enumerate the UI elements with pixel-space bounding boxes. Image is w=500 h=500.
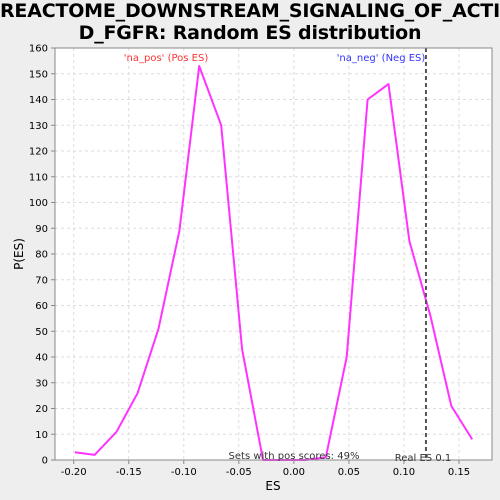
x-tick-label: 0.05 (338, 467, 360, 478)
chart-title: REACTOME_DOWNSTREAM_SIGNALING_OF_ACTIVAT… (0, 0, 500, 44)
x-tick-label: -0.20 (61, 467, 87, 478)
y-tick-label: 60 (35, 301, 48, 312)
y-tick-label: 10 (35, 430, 48, 441)
y-tick-label: 90 (35, 224, 48, 235)
y-tick-label: 110 (29, 172, 48, 183)
y-tick-label: 80 (35, 250, 48, 261)
x-tick-label: 0.00 (283, 467, 305, 478)
y-tick-label: 130 (29, 121, 48, 132)
y-tick-label: 50 (35, 327, 48, 338)
sets-pos-scores-label: Sets with pos scores: 49% (229, 451, 360, 462)
x-axis-label: ES (265, 479, 280, 493)
real-es-label: Real ES 0.1 (395, 453, 451, 464)
x-tick-label: -0.10 (171, 467, 197, 478)
x-axis-ticks: -0.20 -0.15 -0.10 -0.05 0.00 0.05 0.10 0.15 (61, 460, 470, 478)
y-tick-label: 0 (42, 456, 48, 467)
x-tick-label: -0.05 (226, 467, 252, 478)
y-tick-label: 30 (35, 378, 48, 389)
y-tick-label: 40 (35, 353, 48, 364)
y-tick-label: 160 (29, 44, 48, 55)
y-tick-label: 70 (35, 275, 48, 286)
y-tick-label: 120 (29, 147, 48, 158)
plot-frame (54, 47, 493, 461)
x-tick-label: -0.15 (116, 467, 142, 478)
neg-es-label: 'na_neg' (Neg ES) (337, 53, 426, 64)
x-tick-label: 0.10 (393, 467, 415, 478)
x-tick-label: 0.15 (448, 467, 470, 478)
chart-title-line-1: REACTOME_DOWNSTREAM_SIGNALING_OF_ACTIVAT… (0, 0, 500, 22)
y-tick-label: 150 (29, 69, 48, 80)
y-tick-label: 100 (29, 198, 48, 209)
y-axis-label: P(ES) (12, 238, 26, 270)
y-axis-ticks: 0 10 20 30 40 50 60 70 80 90 100 110 120 130 140 150 160 (29, 44, 55, 467)
y-tick-label: 140 (29, 95, 48, 106)
pos-es-label: 'na_pos' (Pos ES) (124, 53, 209, 64)
y-tick-label: 20 (35, 404, 48, 415)
chart-title-line-2: D_FGFR: Random ES distribution (78, 22, 422, 44)
